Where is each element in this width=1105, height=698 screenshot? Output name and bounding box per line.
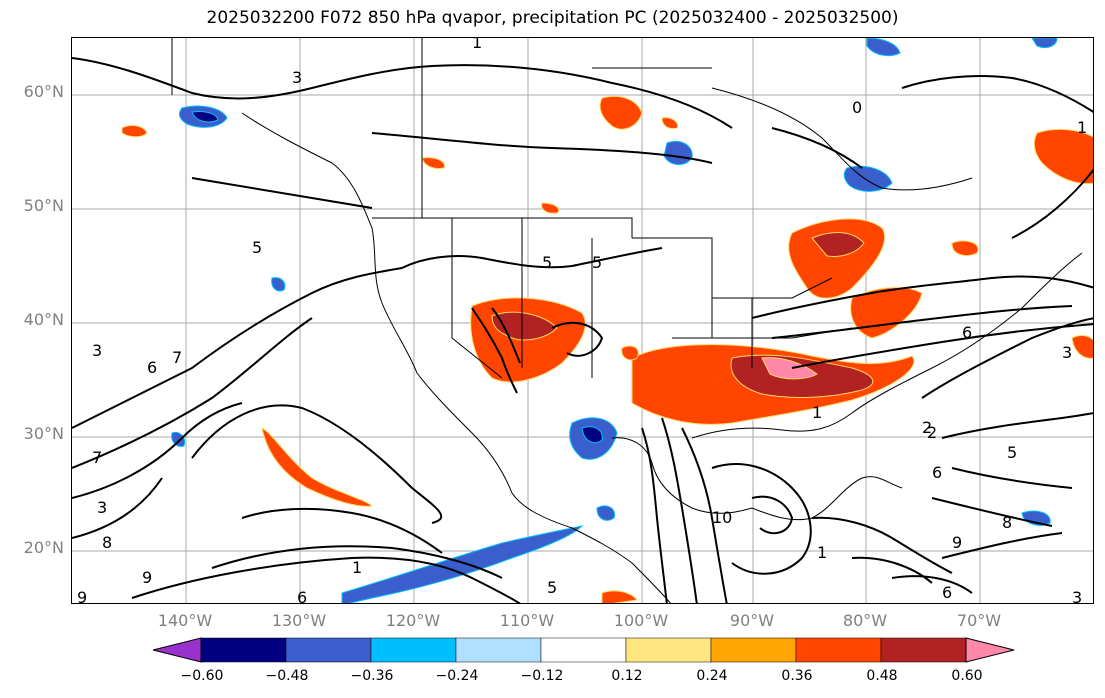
contour-label: 1 [472, 38, 482, 52]
colorbar-segment [455, 637, 542, 663]
contour-labels: 3 1 0 1 5 6 7 3 5 5 1 2 5 3 6 7 3 1 9 8 … [77, 38, 1087, 604]
contour-label: 2 [922, 418, 932, 437]
contour-label: 1 [352, 558, 362, 577]
colorbar-segment [540, 637, 627, 663]
contour-label: 3 [92, 341, 102, 360]
colorbar-tick: 0.60 [951, 668, 983, 684]
lon-label-80w: 80°W [842, 611, 888, 630]
lon-label-90w: 90°W [729, 611, 775, 630]
lat-label-40n: 40°N [23, 310, 64, 329]
contour-label: 6 [962, 323, 972, 342]
contour-label: 1 [1077, 118, 1087, 137]
lat-label-50n: 50°N [23, 196, 64, 215]
contour-label: 9 [77, 588, 87, 604]
map-title: 2025032200 F072 850 hPa qvapor, precipit… [206, 8, 899, 28]
contour-label: 6 [297, 588, 307, 604]
lon-label-100w: 100°W [613, 611, 669, 630]
map-panel: 3 1 0 1 5 6 7 3 5 5 1 2 5 3 6 7 3 1 9 8 … [71, 37, 1094, 604]
contour-label: 7 [172, 348, 182, 367]
contour-label: 6 [932, 463, 942, 482]
contour-label: 3 [97, 498, 107, 517]
colorbar [152, 637, 1015, 663]
colorbar-tick: 0.48 [866, 668, 898, 684]
contour-label: 6 [942, 583, 952, 602]
lon-label-110w: 110°W [499, 611, 555, 630]
contour-label: 9 [142, 568, 152, 587]
colorbar-tick: 0.36 [781, 668, 813, 684]
contour-label: 5 [592, 253, 602, 272]
lon-label-130w: 130°W [271, 611, 327, 630]
lat-label-60n: 60°N [23, 82, 64, 101]
contour-label: 5 [252, 238, 262, 257]
contour-label: 7 [92, 448, 102, 467]
contour-label: 1 [812, 403, 822, 422]
contour-label: 9 [952, 533, 962, 552]
contour-label: 5 [547, 578, 557, 597]
colorbar-tick: −0.48 [265, 668, 309, 684]
colorbar-segment [625, 637, 712, 663]
colorbar-segment [795, 637, 882, 663]
colorbar-segment [152, 637, 202, 663]
contour-label: 3 [1072, 588, 1082, 604]
lon-label-70w: 70°W [956, 611, 1002, 630]
lat-label-20n: 20°N [23, 538, 64, 557]
colorbar-tick: −0.36 [350, 668, 394, 684]
contour-label: 10 [712, 508, 732, 527]
map-canvas: 3 1 0 1 5 6 7 3 5 5 1 2 5 3 6 7 3 1 9 8 … [72, 38, 1093, 604]
contour-label: 3 [1062, 343, 1072, 362]
precip-positive-shading [121, 95, 1093, 603]
contour-label: 8 [102, 533, 112, 552]
lon-label-120w: 120°W [385, 611, 441, 630]
qvapor-contours [72, 57, 1093, 603]
colorbar-tick: 0.24 [696, 668, 728, 684]
contour-label: 5 [542, 253, 552, 272]
colorbar-segment [370, 637, 457, 663]
colorbar-segment [880, 637, 967, 663]
contour-label: 6 [147, 358, 157, 377]
contour-label: 2 [927, 423, 937, 442]
colorbar-segment [200, 637, 287, 663]
colorbar-tick: −0.12 [520, 668, 564, 684]
coastlines [171, 38, 1083, 603]
contour-label: 3 [292, 68, 302, 87]
colorbar-tick: −0.60 [180, 668, 224, 684]
contour-label: 1 [817, 543, 827, 562]
contour-label: 0 [852, 98, 862, 117]
colorbar-segment [285, 637, 372, 663]
contour-label: 5 [1007, 443, 1017, 462]
lat-label-30n: 30°N [23, 424, 64, 443]
colorbar-segment [710, 637, 797, 663]
colorbar-tick: 0.12 [611, 668, 643, 684]
colorbar-tick: −0.24 [435, 668, 479, 684]
contour-label: 8 [1002, 513, 1012, 532]
lon-label-140w: 140°W [157, 611, 213, 630]
colorbar-segment [965, 637, 1015, 663]
